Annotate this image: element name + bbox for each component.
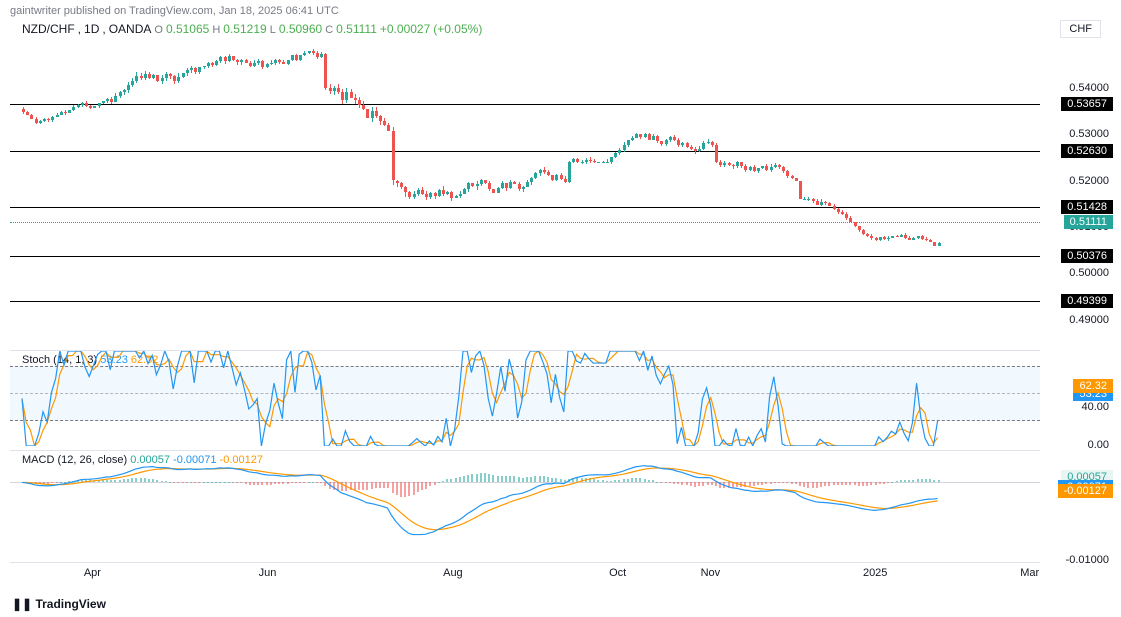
macd-value-label: -0.00127 bbox=[1058, 484, 1113, 498]
time-label: Jun bbox=[259, 567, 277, 579]
time-label: Oct bbox=[609, 567, 626, 579]
horizontal-level[interactable] bbox=[10, 104, 1040, 105]
time-label: Mar bbox=[1020, 567, 1039, 579]
stoch-tick: 40.00 bbox=[1081, 401, 1109, 413]
tradingview-logo[interactable]: ❚❚ TradingView bbox=[12, 597, 106, 611]
current-price-line bbox=[10, 222, 1040, 223]
horizontal-level[interactable] bbox=[10, 301, 1040, 302]
price-tick: 0.53000 bbox=[1069, 128, 1109, 140]
price-scale[interactable]: 0.490000.500000.510000.520000.530000.540… bbox=[1040, 18, 1115, 343]
publish-info: gaintwriter published on TradingView.com… bbox=[10, 5, 339, 17]
level-price-label: 0.50376 bbox=[1061, 249, 1113, 263]
time-label: Nov bbox=[701, 567, 721, 579]
current-price-label: 0.51111 bbox=[1064, 215, 1113, 229]
level-price-label: 0.51428 bbox=[1061, 200, 1113, 214]
price-tick: 0.49000 bbox=[1069, 314, 1109, 326]
level-price-label: 0.53657 bbox=[1061, 97, 1113, 111]
macd-scale[interactable]: -0.010000.00057-0.00071-0.00127 bbox=[1040, 450, 1115, 560]
level-price-label: 0.49399 bbox=[1061, 294, 1113, 308]
time-label: Apr bbox=[84, 567, 101, 579]
macd-panel[interactable]: MACD (12, 26, close) 0.00057 -0.00071 -0… bbox=[10, 450, 1040, 560]
horizontal-level[interactable] bbox=[10, 151, 1040, 152]
price-tick: 0.52000 bbox=[1069, 175, 1109, 187]
time-label: 2025 bbox=[863, 567, 887, 579]
horizontal-level[interactable] bbox=[10, 256, 1040, 257]
macd-lines bbox=[10, 451, 1040, 561]
horizontal-level[interactable] bbox=[10, 207, 1040, 208]
stoch-scale[interactable]: 0.0040.0053.2362.32 bbox=[1040, 350, 1115, 445]
price-tick: 0.54000 bbox=[1069, 82, 1109, 94]
level-price-label: 0.52630 bbox=[1061, 144, 1113, 158]
stoch-d-label: 62.32 bbox=[1073, 379, 1113, 393]
stoch-lines bbox=[10, 351, 1040, 446]
stochastic-panel[interactable]: Stoch (14, 1, 3) 53.23 62.32 bbox=[10, 350, 1040, 445]
macd-tick: -0.01000 bbox=[1066, 554, 1109, 566]
price-tick: 0.50000 bbox=[1069, 267, 1109, 279]
time-label: Aug bbox=[443, 567, 463, 579]
price-chart[interactable] bbox=[10, 18, 1040, 343]
time-axis[interactable]: Apr Jun Aug Oct Nov 2025 Mar bbox=[10, 562, 1040, 582]
